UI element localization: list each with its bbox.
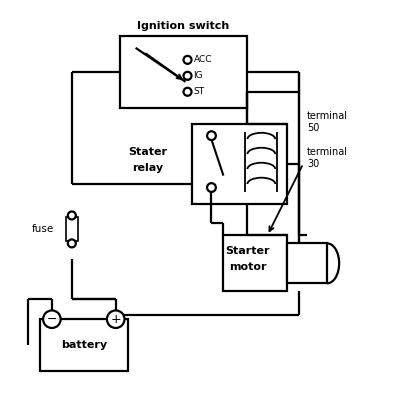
Circle shape	[184, 56, 192, 64]
Bar	[287, 243, 327, 283]
Text: terminal: terminal	[307, 111, 348, 121]
Text: Ignition switch: Ignition switch	[137, 21, 230, 31]
Circle shape	[43, 311, 61, 328]
Text: terminal: terminal	[307, 147, 348, 157]
Bar	[66, 217, 78, 241]
Text: 30: 30	[307, 159, 320, 168]
Circle shape	[68, 212, 76, 219]
Circle shape	[184, 72, 192, 80]
Text: relay: relay	[132, 162, 163, 173]
Circle shape	[107, 311, 124, 328]
Text: ACC: ACC	[194, 55, 212, 64]
Circle shape	[184, 88, 192, 96]
Text: ST: ST	[194, 87, 205, 96]
Text: Starter: Starter	[225, 246, 270, 256]
Text: Stater: Stater	[128, 147, 167, 157]
Bar	[192, 124, 287, 204]
Circle shape	[68, 239, 76, 247]
Text: battery: battery	[61, 340, 107, 350]
Text: +: +	[111, 313, 121, 326]
Circle shape	[207, 183, 216, 192]
Text: motor: motor	[229, 263, 266, 272]
Bar	[120, 36, 247, 108]
Bar	[223, 235, 287, 291]
Text: 50: 50	[307, 123, 320, 133]
Text: −: −	[47, 313, 57, 326]
Circle shape	[207, 131, 216, 140]
Bar	[40, 319, 128, 371]
Text: IG: IG	[194, 71, 203, 80]
Text: fuse: fuse	[32, 224, 54, 234]
